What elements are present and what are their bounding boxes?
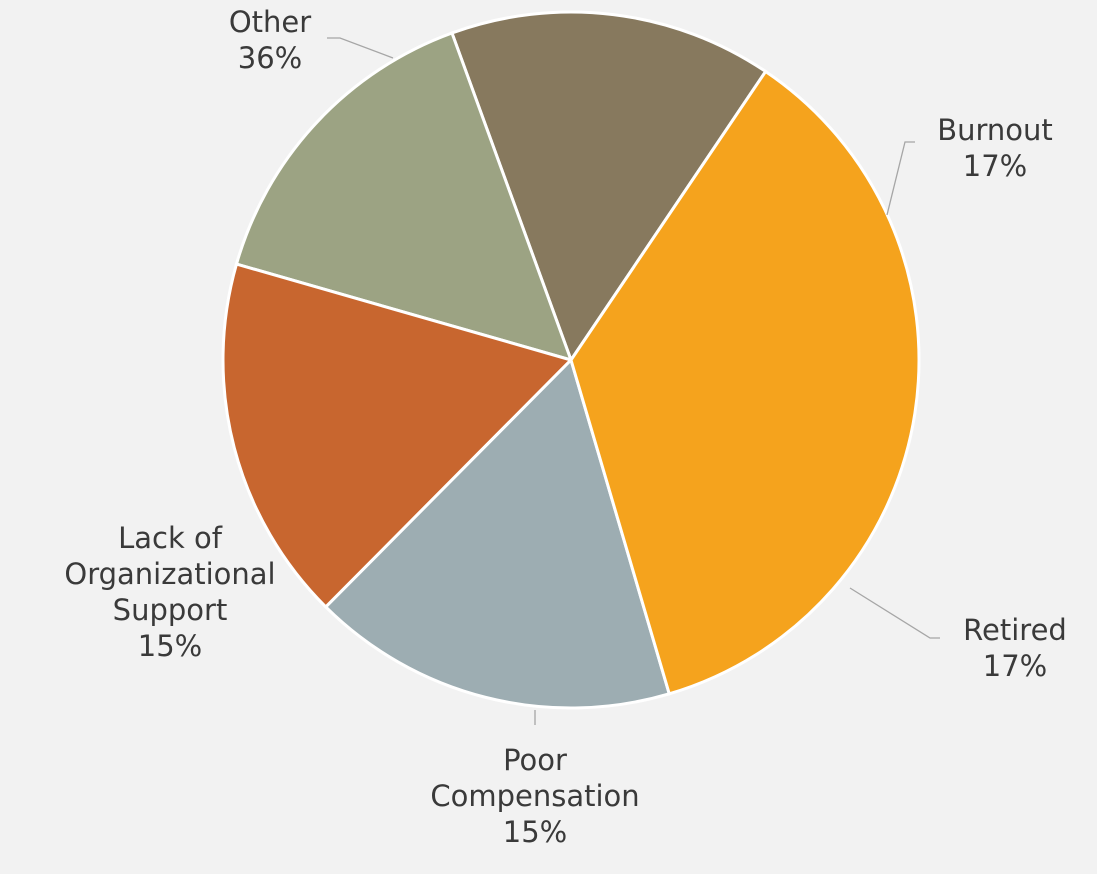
category-label: Other [228, 5, 312, 39]
pie-slice [323, 357, 672, 710]
value-label: 15% [137, 629, 203, 663]
value-label: 36% [237, 41, 303, 75]
category-label: Burnout [937, 113, 1053, 147]
slice-label: Burnout 17% [895, 112, 1095, 184]
category-label: Lack of Organizational Support [64, 521, 276, 627]
pie-slice [450, 10, 768, 364]
slice-label: Lack of Organizational Support 15% [55, 520, 285, 664]
category-label: Poor Compensation [430, 743, 640, 813]
value-label: 15% [502, 815, 568, 849]
value-label: 17% [962, 149, 1028, 183]
leader-line [327, 37, 394, 59]
pie-slice [234, 31, 574, 363]
pie-slice [221, 262, 574, 610]
slice-label: Retired 17% [915, 612, 1097, 684]
slice-label: Poor Compensation 15% [410, 742, 660, 850]
leader-line [849, 587, 940, 639]
leader-line [886, 141, 915, 216]
pie-slice [569, 69, 921, 696]
category-label: Retired [963, 613, 1067, 647]
value-label: 17% [982, 649, 1048, 683]
slice-label: Other 36% [120, 4, 420, 76]
